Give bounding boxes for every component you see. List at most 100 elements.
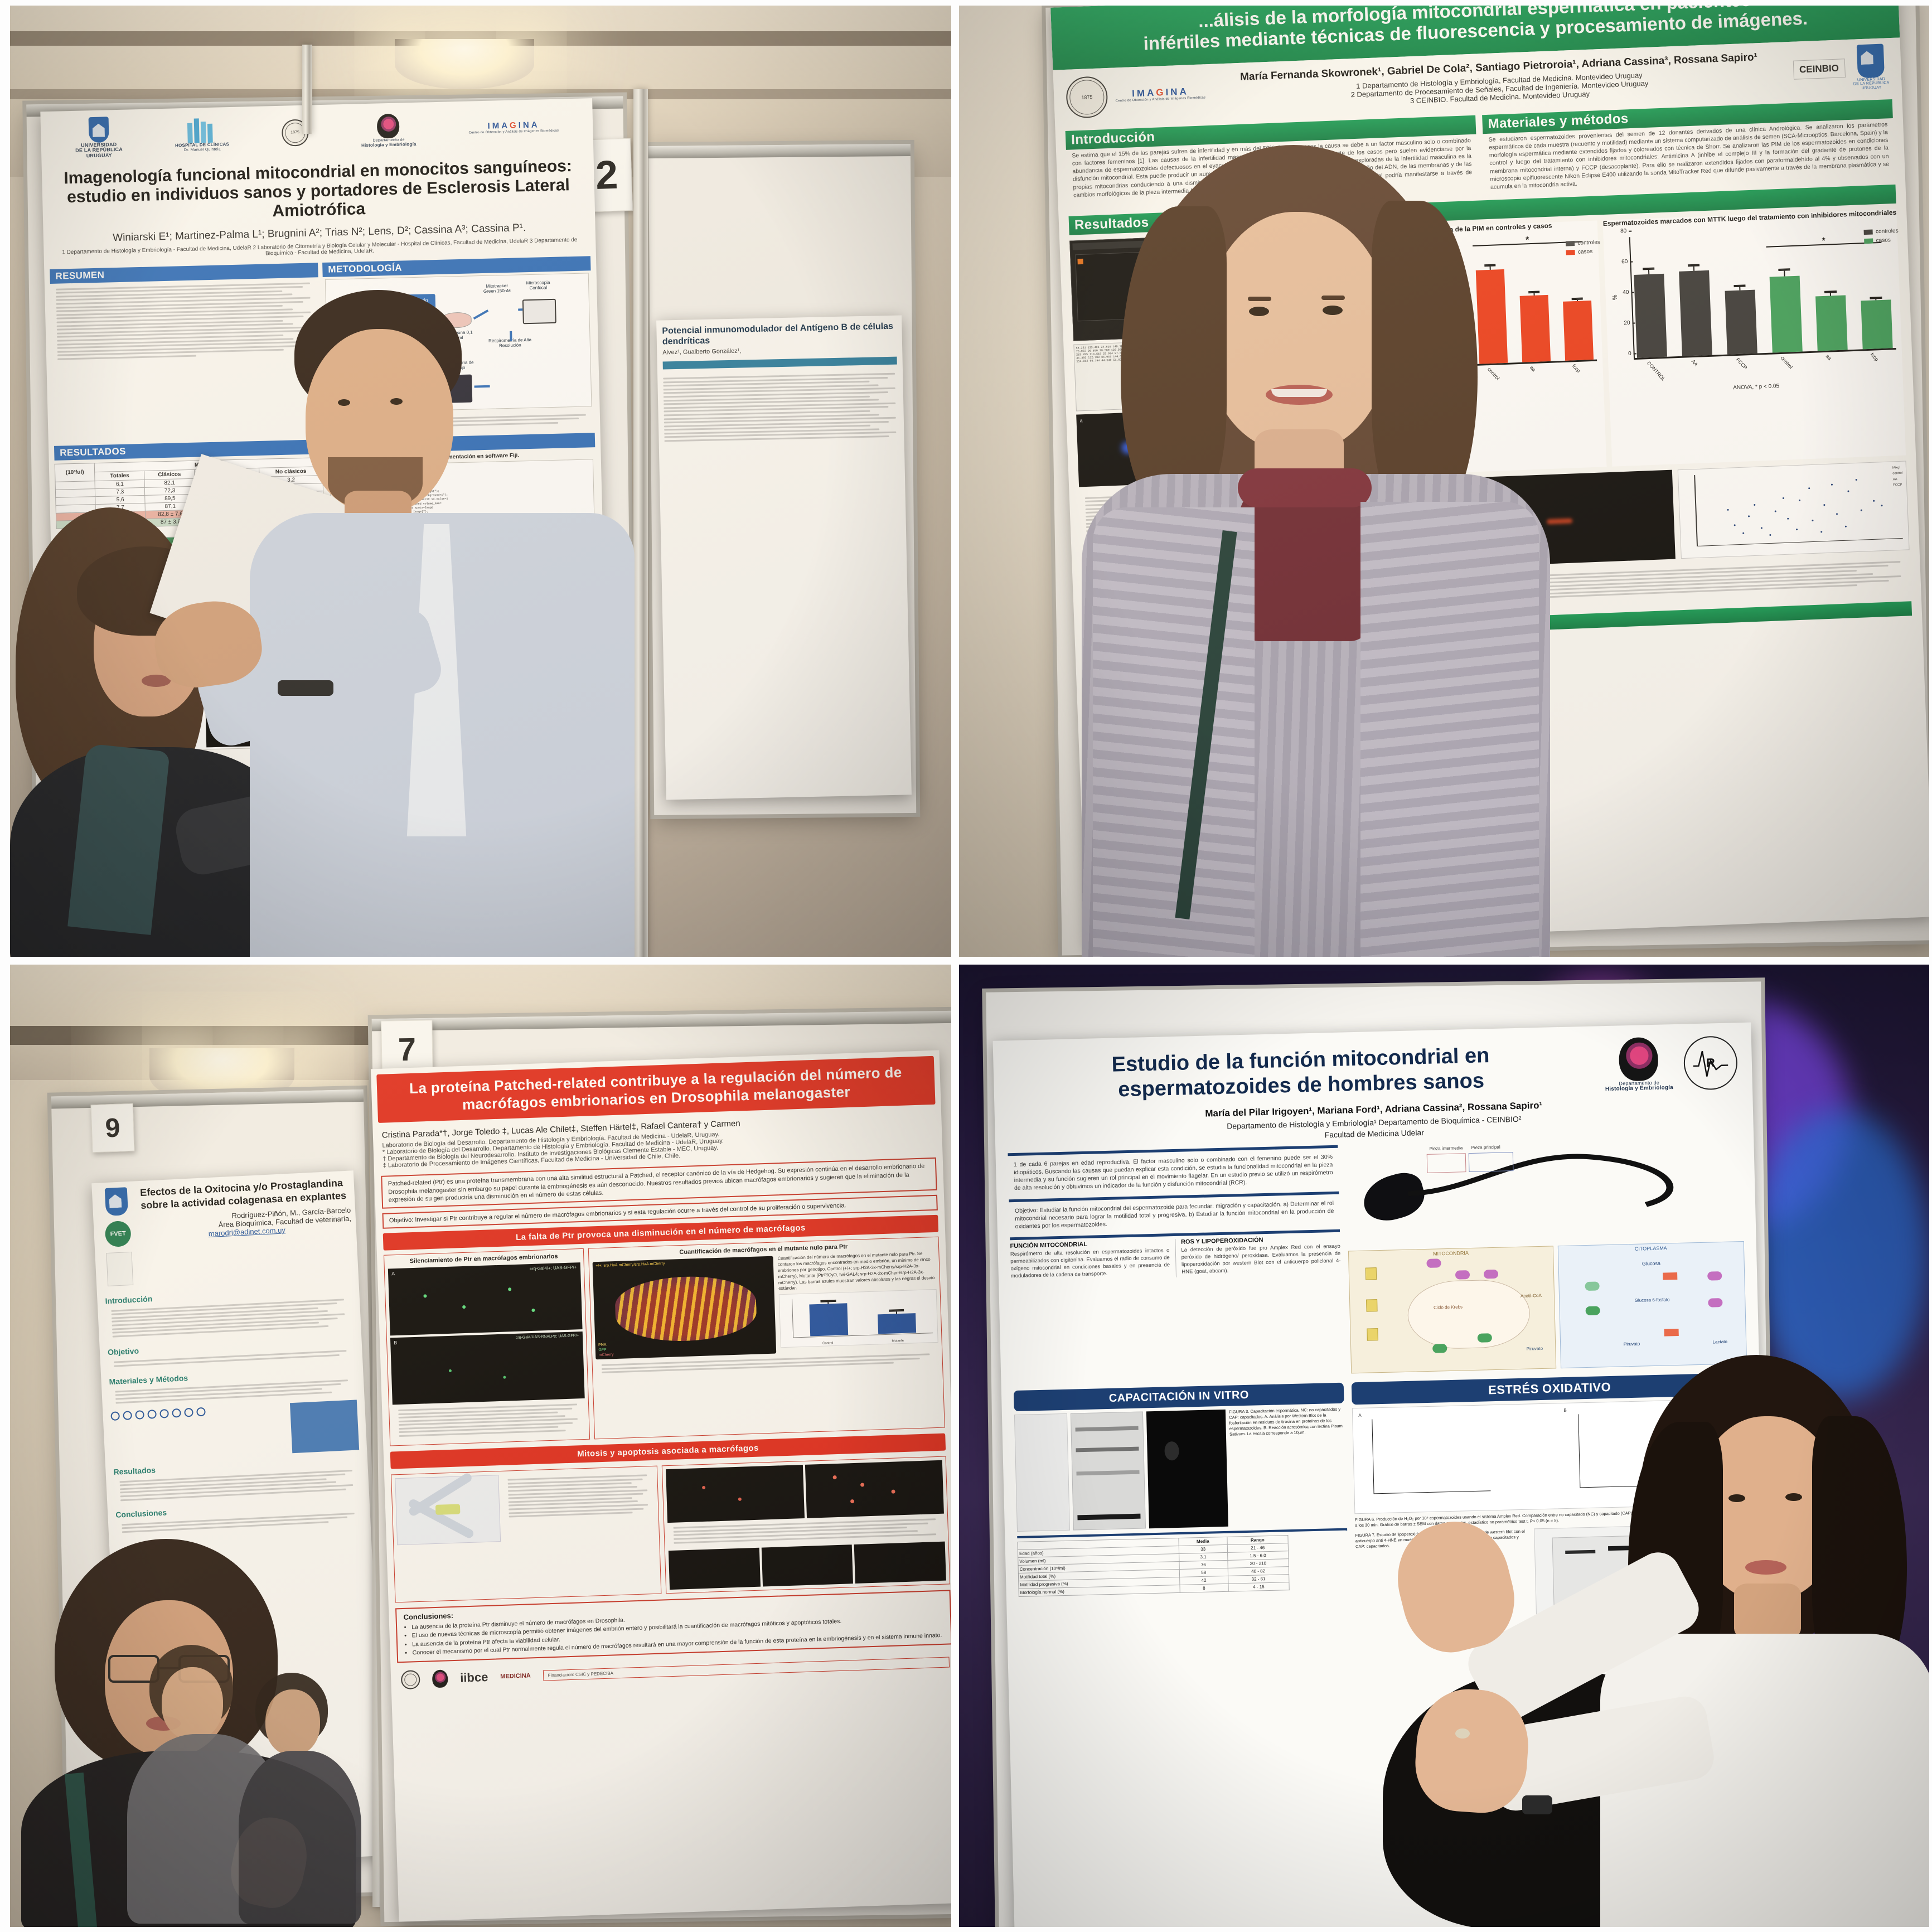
bar <box>1679 264 1712 356</box>
x-tick-label: fccp <box>1571 363 1582 374</box>
watch-icon <box>1522 1795 1552 1814</box>
x-tick-label: CONTROL <box>1645 360 1667 382</box>
scatter-point <box>1808 487 1810 490</box>
histologia-embriologia-logo: Departamento de Histología y Embriología <box>361 113 417 148</box>
imagina-logo: IMAGINA Centro de Obtención y Análisis d… <box>1115 86 1206 103</box>
hospital-clinicas-logo: HOSPITAL DE CLÍNICAS Dr. Manuel Quintela <box>175 118 229 152</box>
histologia-embriologia-logo: Departamento de Histología y Embriología <box>1604 1037 1673 1093</box>
neighbor-poster[interactable]: Potencial inmunomodulador del Antígeno B… <box>656 315 912 800</box>
x-tick-label: fccp <box>1869 351 1880 362</box>
imagina-logo: IMAGINA Centro de Obtención y Análisis d… <box>468 120 559 135</box>
bar <box>1725 284 1757 355</box>
poblacion-table: Media Rango Edad (años) 33 21 - 46 Volumen … <box>1017 1535 1289 1597</box>
scatter-point <box>1872 500 1875 502</box>
x-tick-label: control <box>1779 355 1794 370</box>
col-left-text: Respirómetro de alta resolución en esper… <box>1010 1247 1170 1279</box>
scatter-point <box>1847 490 1849 492</box>
objetivo-text: Objetivo: Estudiar la función mitocondri… <box>1014 1199 1334 1230</box>
scatter-point <box>1844 525 1847 527</box>
bar <box>877 1309 917 1334</box>
scatter-point <box>1761 527 1763 529</box>
table-cell: 8 <box>1179 1584 1229 1593</box>
bar <box>1861 296 1893 350</box>
person-woman-presenter-white-top <box>1386 1355 1929 1927</box>
scatter-point <box>1831 483 1833 486</box>
free-radical-center-logo: R <box>1683 1035 1739 1091</box>
x-tick-label: Control <box>822 1342 834 1345</box>
line-series <box>1373 1416 1491 1493</box>
udelar-seal-icon <box>400 1670 420 1690</box>
x-tick-label: FCCP <box>1735 356 1749 371</box>
col-right-text: La detección de peróxido fue pro Amplex … <box>1181 1243 1341 1275</box>
photo-panel-bottom-right: Estudio de la función mitocondrial en es… <box>959 965 1929 1927</box>
scatter-point <box>1799 499 1801 501</box>
section-capacitacion: CAPACITACIÓN IN VITRO <box>1013 1382 1344 1412</box>
scatter-point <box>1754 503 1756 506</box>
cell-icon <box>376 113 400 139</box>
scatter-point <box>1742 532 1745 534</box>
scatter-point <box>1748 515 1750 517</box>
shield-icon <box>1856 43 1885 79</box>
scatter-point <box>1774 510 1776 513</box>
udelar-shield-logo: UNIVERSIDAD DE LA REPÚBLICA URUGUAY <box>1852 43 1890 90</box>
introduccion-text: 1 de cada 6 parejas en edad reproductiva… <box>1013 1153 1333 1192</box>
udelar-shield-icon <box>104 1187 129 1217</box>
x-tick-label: AA <box>1690 358 1699 367</box>
cardigan-right-panel <box>1360 502 1539 957</box>
bar <box>1634 267 1667 358</box>
cell-icon <box>1618 1037 1659 1082</box>
scatter-point <box>1787 517 1789 520</box>
person-man-white-shirt <box>149 290 635 957</box>
scatter-point <box>1812 520 1814 522</box>
bioquimica-logo <box>106 1251 134 1287</box>
chart-mttk: Espermatozoides marcados con MTTK luego … <box>1602 209 1906 467</box>
chart-cuantificacion-macrofagos: Control Mutante <box>778 1289 938 1348</box>
scatter-point <box>1769 534 1771 536</box>
scatter-plot: Mixgl control AA FCCP <box>1677 461 1910 559</box>
scatter-point <box>1823 503 1826 506</box>
udelar-shield-logo: UNIVERSIDAD DE LA REPÚBLICA URUGUAY <box>75 117 123 159</box>
metabolism-diagram: MITOCONDRIA Ciclo de Krebs <box>1348 1241 1747 1374</box>
scatter-point <box>1836 513 1838 515</box>
bar <box>809 1299 849 1337</box>
shield-icon <box>88 117 109 143</box>
scatter-point <box>1795 529 1798 531</box>
scatter-point <box>1881 504 1883 506</box>
medicina-logo: MEDICINA <box>500 1672 531 1681</box>
scatter-point <box>1820 530 1823 532</box>
sperm-diagram: Pieza intermedia Pieza principal <box>1345 1135 1744 1251</box>
table-cell: 4 - 15 <box>1228 1582 1289 1592</box>
figure-text: Cuantificación del número de macrófagos … <box>777 1251 935 1291</box>
fvet-logo: FVET <box>104 1220 132 1248</box>
person-woman-grey-cardigan <box>1071 139 1572 957</box>
scatter-point <box>1861 509 1863 511</box>
ceinbio-logo: CEINBIO <box>1793 59 1846 80</box>
scatter-point <box>1734 524 1736 526</box>
figure-3-caption: FIGURA 3. Capacitación espermática. NC: … <box>1228 1406 1343 1437</box>
scatter-point <box>1855 478 1857 481</box>
bar <box>1769 268 1803 353</box>
facultad-medicina-seal-icon: 1875 <box>1065 75 1108 119</box>
poster-title: Efectos de la Oxitocina y/o Prostaglandi… <box>139 1177 347 1211</box>
funding-note: Financiación: CSIC y PEDECIBA <box>543 1657 950 1681</box>
person-background-attendees <box>127 1623 361 1924</box>
x-tick-label: aa <box>1824 353 1833 361</box>
scatter-point <box>1727 509 1729 511</box>
histologia-logo-icon <box>432 1669 448 1688</box>
ring-icon <box>1455 1728 1470 1739</box>
poster-patched-related-drosophila[interactable]: La proteína Patched-related contribuye a… <box>370 1050 951 1922</box>
photo-panel-top-right: ...álisis de la morfología mitocondrial … <box>959 6 1929 957</box>
chart-h2o2-curve: A <box>1356 1407 1560 1510</box>
photo-panel-bottom-left: 9 FVET Efectos de la Oxitocina y/o Prost… <box>10 965 951 1927</box>
board-number-9: 9 <box>90 1103 135 1153</box>
poster-funcion-mitocondrial-espermatozoides[interactable]: Estudio de la función mitocondrial en es… <box>992 1022 1773 1927</box>
x-tick-label: Mutante <box>892 1339 904 1343</box>
photo-panel-top-left: 62 UNIVERSIDAD DE LA REPÚBLICA URUGUAY H… <box>10 6 951 957</box>
poster-title: Imagenología funcional mitocondrial en m… <box>63 157 573 220</box>
bar <box>1815 290 1848 351</box>
bars-icon <box>187 118 217 144</box>
iibce-logo: iibce <box>459 1670 488 1685</box>
flagellum-icon <box>1408 1154 1674 1207</box>
ekg-icon <box>1693 1050 1728 1077</box>
